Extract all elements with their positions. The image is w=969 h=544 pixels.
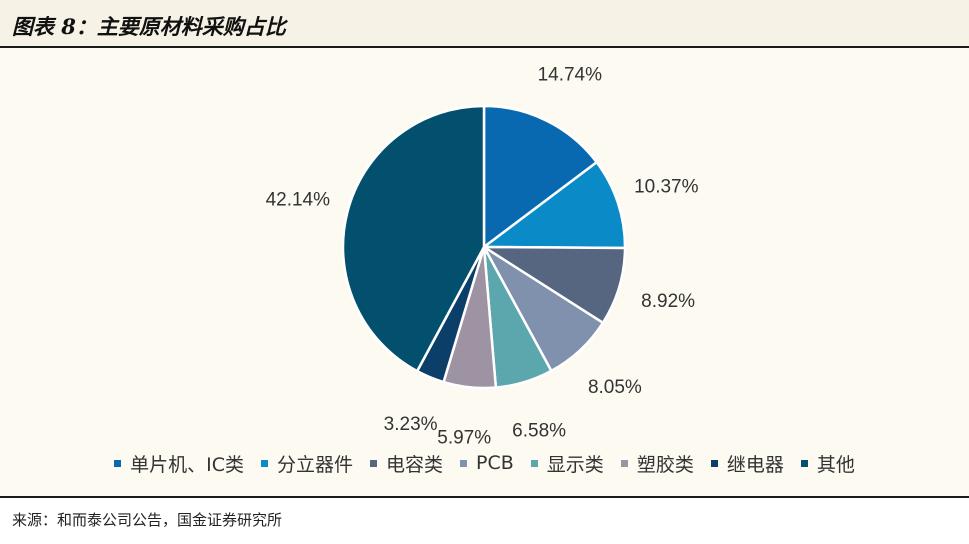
- chart-area: 14.74% 10.37% 8.92% 8.05% 6.58% 5.97% 3.23% 42.…: [0, 48, 969, 496]
- figure-footer: 来源：和而泰公司公告，国金证券研究所: [0, 498, 969, 544]
- legend-item: 单片机、IC类: [114, 450, 244, 477]
- legend-item: 分立器件: [261, 450, 353, 477]
- legend-swatch: [710, 459, 718, 467]
- data-label: 3.23%: [384, 414, 438, 435]
- pie-slice: [341, 104, 486, 373]
- pie-chart: 14.74% 10.37% 8.92% 8.05% 6.58% 5.97%3.23% 42.…: [266, 65, 699, 449]
- pie-slice: [482, 104, 598, 249]
- legend-label: 显示类: [546, 453, 604, 476]
- legend-item: 显示类: [530, 450, 604, 477]
- legend-swatch: [460, 459, 468, 467]
- legend-label: 其他: [816, 453, 855, 476]
- footer-divider: [0, 496, 969, 498]
- legend-label: 单片机、IC类: [130, 453, 244, 476]
- data-label: 14.74%: [538, 65, 603, 86]
- figure-header: 图表 8：主要原材料采购占比: [0, 0, 969, 46]
- data-label: 5.97%: [437, 428, 491, 449]
- legend-label: 塑胶类: [636, 453, 694, 476]
- data-label: 10.37%: [634, 176, 699, 197]
- data-label: 6.58%: [512, 420, 566, 441]
- data-label: 42.14%: [266, 190, 331, 211]
- legend-label: PCB: [476, 452, 514, 474]
- legend-label: 电容类: [386, 453, 444, 476]
- legend-swatch: [261, 459, 268, 467]
- legend-item: 电容类: [370, 450, 443, 477]
- chart-legend: 单片机、IC类 分立器件 电容类 PCB 显示类 塑胶类 继电器 其他: [0, 450, 969, 476]
- source-note: 来源：和而泰公司公告，国金证券研究所: [12, 511, 283, 529]
- legend-swatch: [800, 459, 808, 467]
- legend-item: 塑胶类: [620, 450, 694, 477]
- legend-swatch: [620, 459, 628, 467]
- pie-slice: [482, 161, 627, 250]
- data-label: 8.05%: [588, 377, 642, 398]
- legend-swatch: [530, 459, 538, 467]
- legend-item: PCB: [460, 452, 514, 474]
- legend-label: 继电器: [726, 453, 784, 476]
- legend-swatch: [370, 459, 378, 467]
- header-divider: [0, 46, 969, 48]
- legend-item: 继电器: [710, 450, 784, 477]
- legend-swatch: [114, 459, 122, 467]
- data-label: 8.92%: [641, 291, 695, 312]
- figure-title: 图表 8：主要原材料采购占比: [12, 14, 286, 39]
- legend-item: 其他: [800, 450, 855, 477]
- legend-label: 分立器件: [277, 453, 354, 476]
